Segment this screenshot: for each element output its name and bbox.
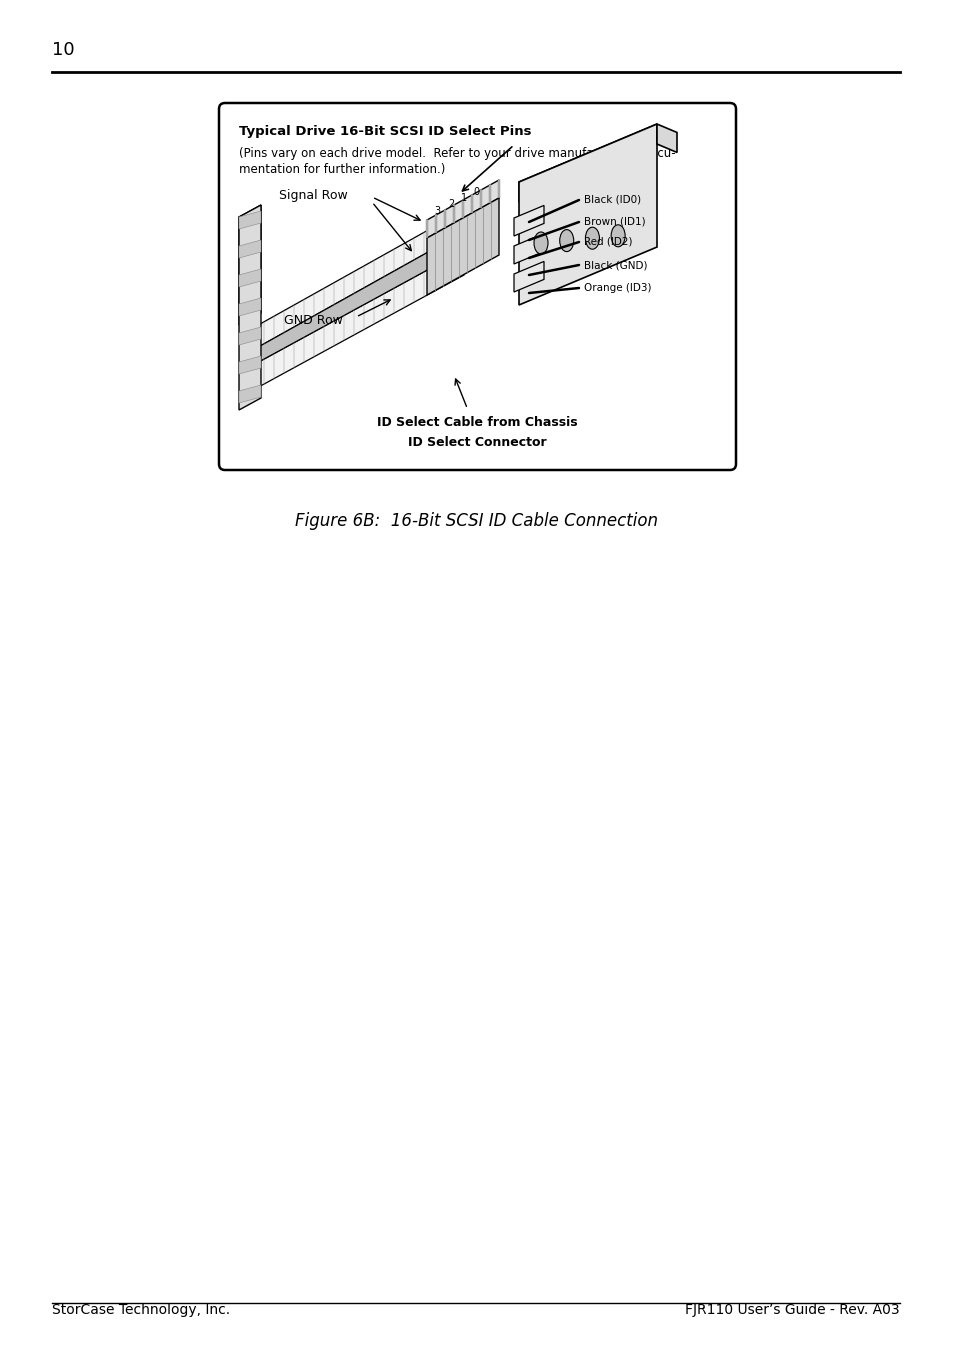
- Polygon shape: [239, 298, 261, 316]
- Polygon shape: [518, 125, 657, 203]
- Ellipse shape: [559, 230, 573, 252]
- Polygon shape: [239, 205, 261, 409]
- Polygon shape: [239, 327, 261, 345]
- Polygon shape: [518, 125, 657, 305]
- Text: 1: 1: [460, 193, 467, 203]
- Text: Brown (ID1): Brown (ID1): [583, 218, 645, 227]
- Text: 0: 0: [473, 188, 478, 197]
- Polygon shape: [239, 211, 261, 229]
- Polygon shape: [514, 233, 543, 264]
- Text: ID Select Cable from Chassis: ID Select Cable from Chassis: [376, 416, 578, 428]
- Text: Red (ID2): Red (ID2): [583, 237, 632, 246]
- Text: (Pins vary on each drive model.  Refer to your drive manufacturer’s docu-: (Pins vary on each drive model. Refer to…: [239, 146, 675, 160]
- Text: GND Row: GND Row: [284, 314, 342, 326]
- Text: ID Select Connector: ID Select Connector: [408, 435, 546, 449]
- Polygon shape: [244, 251, 463, 396]
- Text: Orange (ID3): Orange (ID3): [583, 283, 651, 293]
- Polygon shape: [239, 385, 261, 402]
- Ellipse shape: [585, 227, 598, 249]
- Polygon shape: [244, 209, 463, 355]
- Text: StorCase Technology, Inc.: StorCase Technology, Inc.: [52, 1303, 230, 1317]
- Polygon shape: [657, 125, 677, 152]
- Polygon shape: [443, 209, 446, 229]
- Polygon shape: [479, 189, 481, 208]
- Text: Signal Row: Signal Row: [278, 189, 348, 201]
- Polygon shape: [427, 199, 498, 294]
- Polygon shape: [239, 268, 261, 287]
- Polygon shape: [461, 200, 463, 218]
- Text: Figure 6B:  16-Bit SCSI ID Cable Connection: Figure 6B: 16-Bit SCSI ID Cable Connecti…: [295, 512, 658, 530]
- Polygon shape: [453, 204, 455, 223]
- Ellipse shape: [534, 231, 547, 255]
- Polygon shape: [427, 179, 498, 238]
- Polygon shape: [426, 219, 428, 238]
- Polygon shape: [497, 179, 499, 199]
- Polygon shape: [435, 215, 436, 233]
- Text: 2: 2: [447, 199, 454, 209]
- Text: Typical Drive 16-Bit SCSI ID Select Pins: Typical Drive 16-Bit SCSI ID Select Pins: [239, 125, 531, 138]
- Ellipse shape: [611, 225, 624, 246]
- Text: 10: 10: [52, 41, 74, 59]
- Polygon shape: [239, 240, 261, 257]
- Polygon shape: [514, 261, 543, 292]
- Polygon shape: [244, 231, 463, 370]
- Polygon shape: [514, 205, 543, 235]
- Polygon shape: [239, 356, 261, 374]
- Text: Black (GND): Black (GND): [583, 260, 647, 270]
- FancyBboxPatch shape: [219, 103, 735, 470]
- Text: FJR110 User’s Guide - Rev. A03: FJR110 User’s Guide - Rev. A03: [684, 1303, 899, 1317]
- Text: mentation for further information.): mentation for further information.): [239, 163, 445, 177]
- Text: Black (ID0): Black (ID0): [583, 194, 640, 205]
- Polygon shape: [489, 185, 491, 203]
- Polygon shape: [471, 194, 473, 214]
- Text: 3: 3: [434, 205, 439, 216]
- Polygon shape: [239, 205, 261, 324]
